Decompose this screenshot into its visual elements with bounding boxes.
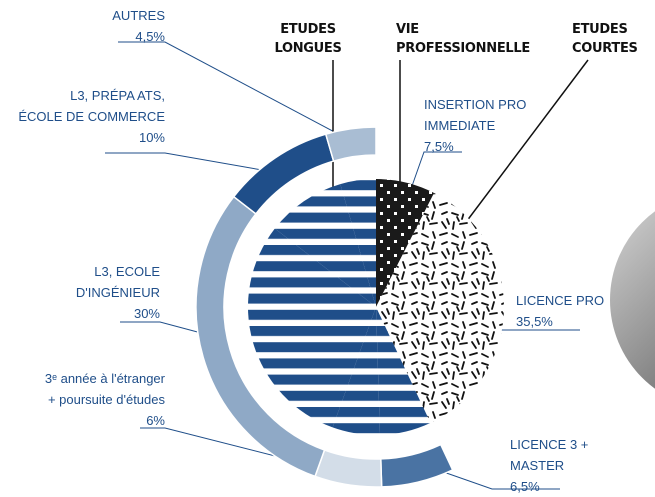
category-name: LICENCE PRO — [516, 290, 604, 311]
slice-label: 3ᵉ année à l'étranger + poursuite d'étud… — [45, 368, 165, 431]
value-label: 4,5% — [112, 26, 165, 47]
category-name: INSERTION PRO IMMEDIATE — [424, 94, 526, 136]
category-name: LICENCE 3 + MASTER — [510, 434, 588, 476]
ring-segment — [381, 445, 453, 487]
header: VIE PROFESSIONNELLE — [396, 20, 530, 58]
header: ETUDES LONGUES — [268, 20, 348, 58]
value-label: 6,5% — [510, 476, 588, 497]
ring-segment — [326, 127, 376, 161]
photo — [610, 190, 655, 410]
value-label: 7,5% — [424, 136, 526, 157]
category-name: L3, ECOLE D'INGÉNIEUR — [76, 261, 160, 303]
header: ETUDES COURTES — [572, 20, 638, 58]
value-label: 35,5% — [516, 311, 604, 332]
value-label: 30% — [76, 303, 160, 324]
value-label: 10% — [18, 127, 165, 148]
category-name: 3ᵉ année à l'étranger + poursuite d'étud… — [45, 368, 165, 410]
value-label: 6% — [45, 410, 165, 431]
category-name: L3, PRÉPA ATS, ÉCOLE DE COMMERCE — [18, 85, 165, 127]
category-name: AUTRES — [112, 5, 165, 26]
ring-segment — [315, 450, 382, 487]
page: {"chart_data": { "type": "nested-pie", "… — [0, 0, 655, 492]
